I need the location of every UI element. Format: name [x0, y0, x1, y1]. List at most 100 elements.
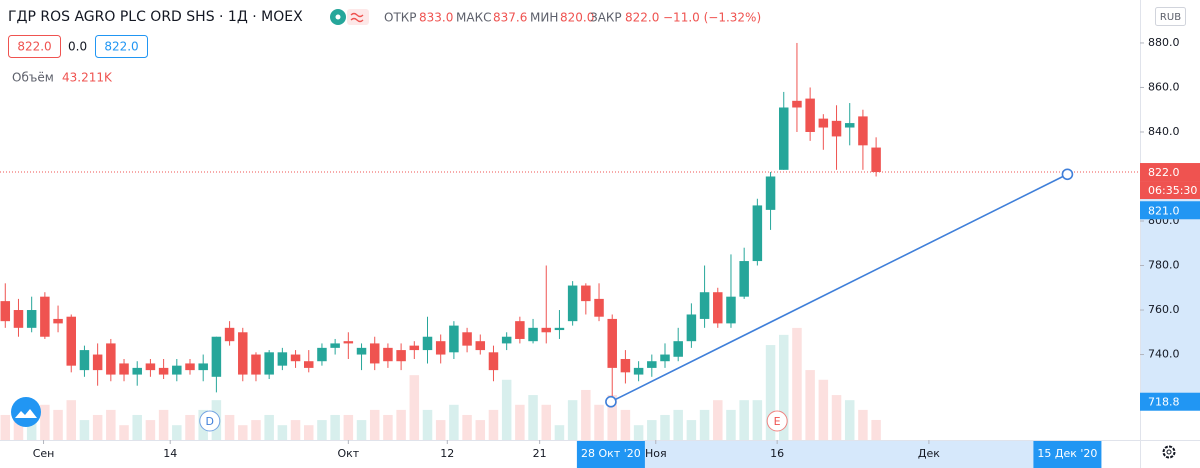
logo-button[interactable]: [11, 397, 41, 427]
candle-body: [172, 365, 182, 375]
volume-bar: [739, 400, 749, 440]
volume-bar: [53, 409, 63, 440]
candle-body: [686, 314, 697, 342]
volume-bar: [831, 395, 842, 440]
change-value: −11.0 (−1.32%): [663, 11, 761, 25]
volume-bar: [396, 409, 406, 440]
candle-body: [765, 176, 776, 210]
candle-body: [317, 347, 327, 362]
y-tick-label: 740.0: [1148, 348, 1180, 361]
x-tick-label: 28 Окт '20: [581, 447, 641, 460]
volume-bar: [858, 409, 868, 440]
volume-bar: [106, 409, 116, 440]
volume-bar: [264, 414, 274, 440]
low-value: 820.0: [560, 11, 594, 25]
volume-bar: [435, 420, 446, 440]
volume-bar: [805, 370, 815, 440]
volume-bar: [541, 404, 551, 440]
volume-bar: [620, 409, 631, 440]
candle-body: [264, 352, 274, 375]
volume-bar: [330, 414, 340, 440]
candle-body: [739, 261, 749, 297]
candle-body: [699, 292, 710, 319]
y-tick-label: 840.0: [1148, 125, 1180, 138]
volume-bar: [501, 379, 512, 440]
trendline-price-label: 718.8: [1148, 396, 1180, 409]
ask-box[interactable]: [95, 35, 148, 58]
volume-bar: [554, 425, 565, 440]
volume-bar: [871, 419, 881, 440]
candle-body: [488, 352, 499, 371]
candle-body: [13, 310, 24, 328]
candle-body: [594, 298, 604, 317]
candle-body: [475, 341, 486, 351]
volume-label: Объём: [12, 71, 54, 85]
volume-bar: [251, 420, 261, 440]
volume-bar: [158, 409, 169, 440]
open-value: 833.0: [419, 11, 453, 25]
x-tick-label: Ноя: [645, 447, 667, 460]
spread-value: 0.0: [68, 40, 87, 54]
x-tick-label: 15 Дек '20: [1037, 447, 1097, 460]
candle-body: [383, 347, 393, 362]
volume-bar: [475, 420, 486, 440]
volume-bar: [238, 425, 248, 440]
trendline-handle: [1061, 168, 1074, 181]
volume-bar: [132, 414, 142, 440]
candle-body: [818, 118, 829, 128]
volume-bar: [792, 327, 802, 440]
volume-bar: [726, 409, 736, 440]
volume-bar: [594, 404, 604, 440]
candle-body: [831, 120, 842, 137]
volume-bar: [185, 414, 195, 440]
x-tick-label: 12: [440, 447, 454, 460]
bid-box[interactable]: [8, 35, 61, 58]
x-tick-label: 21: [533, 447, 547, 460]
candle-body: [330, 343, 340, 348]
candle-body: [290, 354, 301, 362]
volume-bar: [699, 409, 710, 440]
volume-bar: [26, 420, 37, 440]
ask-value: 822.0: [104, 40, 138, 54]
current-price-label: 822.0: [1148, 166, 1180, 179]
event-marker: [199, 410, 221, 432]
close-value: 822.0: [625, 11, 659, 25]
candle-body: [409, 345, 420, 351]
candle-body: [779, 107, 789, 170]
volume-bar: [713, 400, 723, 440]
volume-bar: [383, 414, 393, 440]
candle-body: [158, 367, 169, 375]
volume-bar: [528, 395, 538, 440]
volume-bar: [119, 425, 129, 440]
candle-body: [106, 343, 116, 375]
candle-body: [304, 361, 314, 368]
x-tick-highlight: [576, 441, 645, 468]
candle-body: [396, 350, 406, 362]
candle-body: [277, 352, 288, 366]
candle-body: [871, 147, 881, 173]
candle-layer: [0, 42, 881, 402]
x-tick-label: Сен: [33, 447, 55, 460]
x-tick-label: Окт: [337, 447, 359, 460]
candle-body: [251, 354, 261, 375]
volume-layer: [0, 327, 881, 440]
volume-bar: [66, 400, 76, 440]
settings-icon[interactable]: [1162, 445, 1176, 459]
candle-body: [343, 341, 354, 344]
x-tick-label: Дек: [918, 447, 940, 460]
volume-bar: [304, 425, 314, 440]
candle-body: [449, 325, 459, 353]
event-label: E: [774, 415, 781, 428]
candle-body: [567, 285, 578, 322]
realtime-glyph: [350, 12, 364, 23]
header: ГДР ROS AGRO PLC ORD SHS · 1Д · MOEX ОТК…: [8, 7, 1186, 459]
realtime-icon[interactable]: [347, 9, 369, 25]
candle-body: [40, 296, 50, 337]
volume-bar: [343, 414, 354, 440]
currency-box[interactable]: [1155, 7, 1186, 26]
volume-bar: [145, 420, 156, 440]
countdown-label: 06:35:30: [1148, 184, 1197, 197]
volume-bar: [488, 409, 499, 440]
